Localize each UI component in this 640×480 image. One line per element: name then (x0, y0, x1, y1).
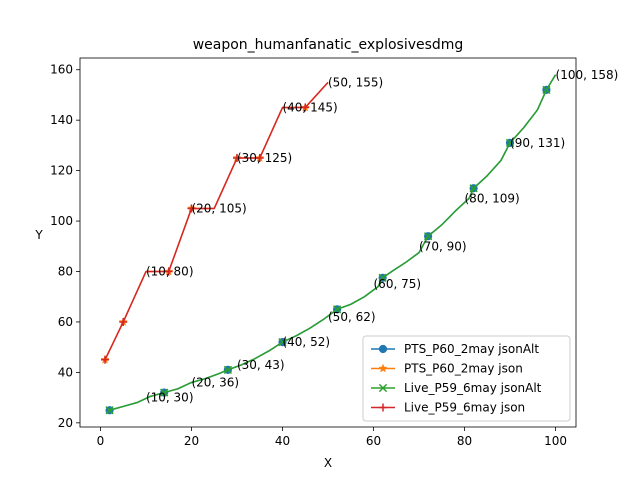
series-3 (101, 81, 329, 364)
data-label: (20, 36) (191, 375, 239, 389)
y-tick-label: 40 (58, 365, 73, 379)
y-tick-label: 120 (50, 164, 73, 178)
data-point (119, 317, 128, 326)
plot-area: 0 20 40 60 80 100 20 40 60 80 100 120 140 160 (10, 30)… (50, 57, 619, 448)
data-label: (10, 80) (146, 265, 194, 279)
series-2 (105, 74, 557, 415)
data-label: (50, 155) (328, 75, 383, 89)
x-tick-label: 0 (97, 434, 105, 448)
data-label: (80, 109) (465, 191, 520, 205)
y-axis-title: Y (34, 228, 43, 242)
data-point (223, 365, 233, 375)
legend-label: Live_P59_6may json (404, 401, 525, 415)
legend: PTS_P60_2may jsonAlt PTS_P60_2may json Liv… (362, 335, 571, 422)
data-label: (30, 125) (237, 151, 292, 165)
data-point (255, 154, 264, 163)
data-label: (50, 62) (328, 310, 376, 324)
data-point (232, 154, 241, 163)
data-point (187, 204, 196, 213)
x-tick-label: 40 (275, 434, 290, 448)
y-tick-label: 100 (50, 214, 73, 228)
x-tick-label: 100 (544, 434, 567, 448)
y-tick-label: 20 (58, 416, 73, 430)
data-point (164, 267, 173, 276)
y-tick-label: 160 (50, 63, 73, 77)
data-point (301, 103, 310, 112)
y-tick-label: 80 (58, 265, 73, 279)
legend-swatch-marker (378, 383, 388, 393)
legend-label: PTS_P60_2may json (404, 362, 523, 376)
data-point (278, 337, 287, 347)
data-label: (70, 90) (419, 239, 467, 253)
data-label: (60, 75) (374, 277, 422, 291)
x-tick-label: 20 (184, 434, 199, 448)
legend-swatch-marker (379, 403, 387, 412)
data-point (469, 184, 478, 193)
legend-box (362, 335, 571, 422)
series-line (109, 74, 557, 411)
legend-swatch-marker (378, 344, 388, 354)
x-axis-title: X (324, 456, 332, 470)
legend-label: PTS_P60_2may jsonAlt (404, 342, 539, 356)
data-label: (40, 145) (282, 101, 337, 115)
y-tick-label: 140 (50, 113, 73, 127)
series-line (104, 81, 329, 361)
legend-swatch-marker (378, 363, 388, 373)
data-point (423, 232, 433, 241)
data-point (101, 355, 110, 364)
data-point (505, 138, 515, 148)
y-tick-label: 60 (58, 315, 73, 329)
data-label: (10, 30) (146, 391, 194, 405)
chart-title: weapon_humanfanatic_explosivesdmg (193, 37, 464, 53)
data-point (105, 406, 114, 415)
axes-frame (79, 57, 577, 428)
legend-label: Live_P59_6may jsonAlt (404, 381, 542, 395)
data-point (378, 273, 387, 282)
data-point (542, 85, 551, 95)
data-point (332, 305, 342, 314)
data-label: (20, 105) (191, 201, 246, 215)
data-label: (100, 158) (556, 68, 619, 82)
x-tick-label: 80 (457, 434, 472, 448)
data-label: (40, 52) (282, 335, 330, 349)
data-label: (30, 43) (237, 358, 285, 372)
data-point (160, 388, 169, 397)
x-tick-label: 60 (366, 434, 381, 448)
data-label: (90, 131) (510, 136, 565, 150)
